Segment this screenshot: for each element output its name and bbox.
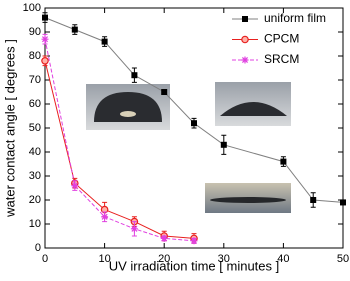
data-point xyxy=(191,120,197,127)
y-axis-label: water contact angle [ degrees ] xyxy=(2,39,17,218)
y-tick-label: 70 xyxy=(29,74,41,86)
data-point xyxy=(41,35,49,43)
data-point xyxy=(71,182,79,190)
data-point xyxy=(41,56,49,65)
y-tick-label: 10 xyxy=(29,218,41,230)
x-tick-label: 30 xyxy=(218,253,230,265)
y-tick-label: 0 xyxy=(35,242,41,254)
data-point xyxy=(220,141,227,148)
y-tick-label: 50 xyxy=(29,122,41,134)
x-tick-label: 10 xyxy=(98,253,110,265)
legend-marker xyxy=(241,35,249,44)
droplet xyxy=(210,197,286,203)
legend-marker xyxy=(241,56,249,64)
y-tick-label: 90 xyxy=(29,26,41,38)
legend-marker xyxy=(242,16,248,22)
x-tick-label: 50 xyxy=(337,253,349,265)
x-tick-label: 0 xyxy=(42,253,48,265)
data-point xyxy=(340,199,346,206)
y-tick-label: 30 xyxy=(29,170,41,182)
series xyxy=(42,12,346,208)
y-tick-label: 20 xyxy=(29,194,41,206)
inset-photos xyxy=(86,82,291,213)
droplet xyxy=(220,102,287,116)
y-tick-label: 100 xyxy=(23,2,41,14)
series-line xyxy=(44,17,344,203)
data-point xyxy=(190,237,198,245)
data-point xyxy=(101,213,109,221)
data-point xyxy=(101,38,108,45)
legend-label: CPCM xyxy=(264,32,299,46)
x-tick-label: 20 xyxy=(158,253,170,265)
series-line xyxy=(44,39,195,242)
data-point xyxy=(131,72,138,79)
data-point xyxy=(310,197,317,203)
data-point xyxy=(280,158,287,165)
y-tick-label: 60 xyxy=(29,98,41,110)
data-point xyxy=(160,234,168,242)
droplet-highlight xyxy=(120,111,136,117)
y-tick-label: 80 xyxy=(29,50,41,62)
data-point xyxy=(161,89,168,95)
y-tick-label: 40 xyxy=(29,146,41,158)
legend-label: SRCM xyxy=(264,52,299,66)
droplet xyxy=(94,92,162,122)
x-axis-label: UV irradiation time [ minutes ] xyxy=(109,258,280,273)
data-point xyxy=(71,26,78,33)
x-tick-label: 40 xyxy=(277,253,289,265)
series xyxy=(41,33,198,245)
legend-label: uniform film xyxy=(264,11,326,25)
data-point xyxy=(42,14,48,21)
data-point xyxy=(130,225,138,233)
